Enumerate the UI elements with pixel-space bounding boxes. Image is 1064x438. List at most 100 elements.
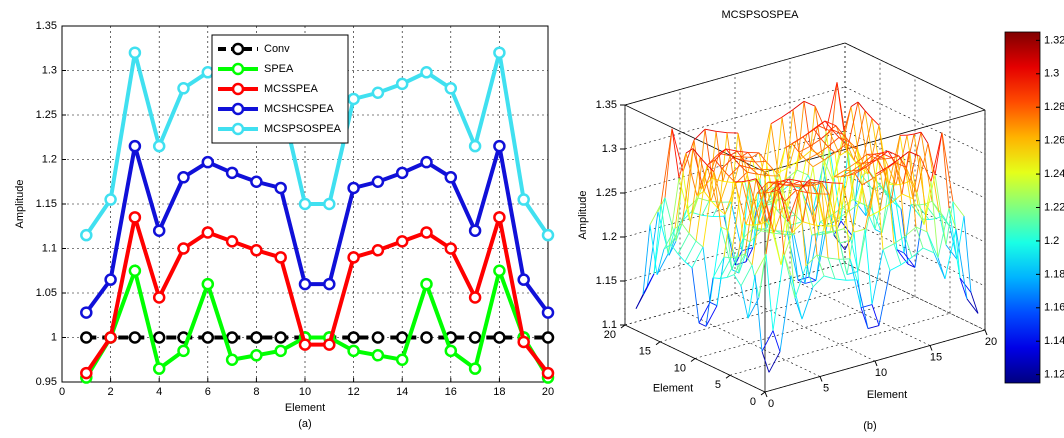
data-point xyxy=(128,264,142,277)
mesh-edge xyxy=(740,264,753,287)
mesh-edge xyxy=(826,218,839,226)
mesh-edge xyxy=(873,153,886,160)
caption: (a) xyxy=(298,418,311,430)
mesh-edge xyxy=(755,178,764,191)
mesh-edge xyxy=(788,178,801,182)
mesh-edge xyxy=(688,232,697,242)
mesh-edge xyxy=(758,152,771,202)
legend-marker xyxy=(231,102,245,116)
mesh-edge xyxy=(646,211,659,289)
y-tick-label: 5 xyxy=(715,379,721,391)
mesh-edge xyxy=(927,143,940,213)
mesh-edge xyxy=(733,253,746,275)
legend-label: SPEA xyxy=(264,63,294,75)
mesh-edge xyxy=(770,180,783,193)
mesh-edge xyxy=(889,264,902,271)
mesh-edge xyxy=(707,159,716,165)
mesh-edge xyxy=(824,120,833,130)
mesh-edge xyxy=(814,106,823,156)
mesh-edge xyxy=(843,173,856,229)
mesh-edge xyxy=(781,109,794,118)
x-tick-label: 14 xyxy=(396,386,408,398)
mesh-edge xyxy=(890,159,899,204)
mesh-edge xyxy=(784,143,793,149)
mesh-edge xyxy=(727,230,740,274)
mesh-edge xyxy=(745,247,754,263)
mesh-edge xyxy=(903,252,916,268)
mesh-edge xyxy=(908,151,917,228)
z-tick-label: 1.1 xyxy=(602,319,617,331)
mesh-edge xyxy=(835,225,848,275)
mesh-edge xyxy=(862,153,875,164)
mesh-edge xyxy=(748,178,761,183)
mesh-edge xyxy=(786,230,795,236)
data-point xyxy=(493,139,506,153)
mesh-edge xyxy=(824,182,833,227)
data-point xyxy=(444,344,458,358)
mesh-edge xyxy=(814,184,827,234)
data-point xyxy=(80,228,93,242)
mesh-edge xyxy=(831,182,840,260)
mesh-edge xyxy=(732,157,745,162)
mesh-edge xyxy=(912,198,925,225)
mesh-edge xyxy=(930,132,943,182)
mesh-edge xyxy=(788,141,797,168)
mesh-edge xyxy=(741,181,754,226)
y-tick-label: 15 xyxy=(639,346,651,358)
mesh-edge xyxy=(812,159,825,168)
mesh-edge xyxy=(744,178,757,255)
mesh-edge xyxy=(937,207,950,258)
grid-line xyxy=(789,278,931,346)
mesh-edge xyxy=(663,244,672,250)
data-point xyxy=(225,166,239,180)
mesh-edge xyxy=(959,277,968,300)
y-tick xyxy=(655,341,661,346)
mesh-edge xyxy=(688,157,701,234)
mesh-edge xyxy=(903,204,912,254)
mesh-edge xyxy=(720,226,733,270)
mesh-edge xyxy=(888,135,901,185)
mesh-edge xyxy=(811,165,824,216)
data-point xyxy=(371,244,385,257)
y-tick-label: 1.3 xyxy=(42,64,57,76)
x-tick-label: 15 xyxy=(930,351,942,363)
mesh-edge xyxy=(856,149,865,205)
mesh-edge xyxy=(751,152,760,158)
mesh-edge xyxy=(802,179,811,222)
mesh-edge xyxy=(749,193,758,242)
mesh-edge xyxy=(806,192,819,195)
mesh-edge xyxy=(919,156,928,232)
mesh-edge xyxy=(836,175,849,231)
mesh-edge xyxy=(685,148,694,154)
mesh-edge xyxy=(798,146,811,153)
x-tick-label: 12 xyxy=(347,386,359,398)
data-point xyxy=(395,353,409,366)
data-point xyxy=(468,224,482,237)
mesh-edge xyxy=(781,178,790,182)
mesh-edge xyxy=(838,136,851,143)
mesh-edge xyxy=(791,221,804,234)
mesh-edge xyxy=(896,249,905,254)
mesh-edge xyxy=(840,170,853,178)
mesh-edge xyxy=(959,277,972,293)
colorbar-tick-label: 1.26 xyxy=(1044,135,1064,147)
mesh-edge xyxy=(772,330,781,352)
mesh-edge xyxy=(821,130,830,156)
mesh-edge xyxy=(780,221,789,266)
colorbar-tick-label: 1.24 xyxy=(1044,168,1064,180)
mesh-edge xyxy=(663,228,676,250)
mesh-edge xyxy=(822,165,835,236)
mesh-edge xyxy=(722,155,731,182)
mesh-edge xyxy=(854,201,867,217)
mesh-edge xyxy=(754,161,763,170)
mesh-edge xyxy=(934,174,947,245)
mesh-edge xyxy=(866,153,879,160)
colorbar xyxy=(1004,31,1041,384)
data-point xyxy=(517,193,530,206)
mesh-edge xyxy=(795,189,808,193)
x-tick-label: 0 xyxy=(59,386,65,398)
mesh-edge xyxy=(916,143,929,193)
mesh-edge xyxy=(785,184,798,187)
mesh-edge xyxy=(956,216,965,260)
mesh-edge xyxy=(784,201,793,233)
